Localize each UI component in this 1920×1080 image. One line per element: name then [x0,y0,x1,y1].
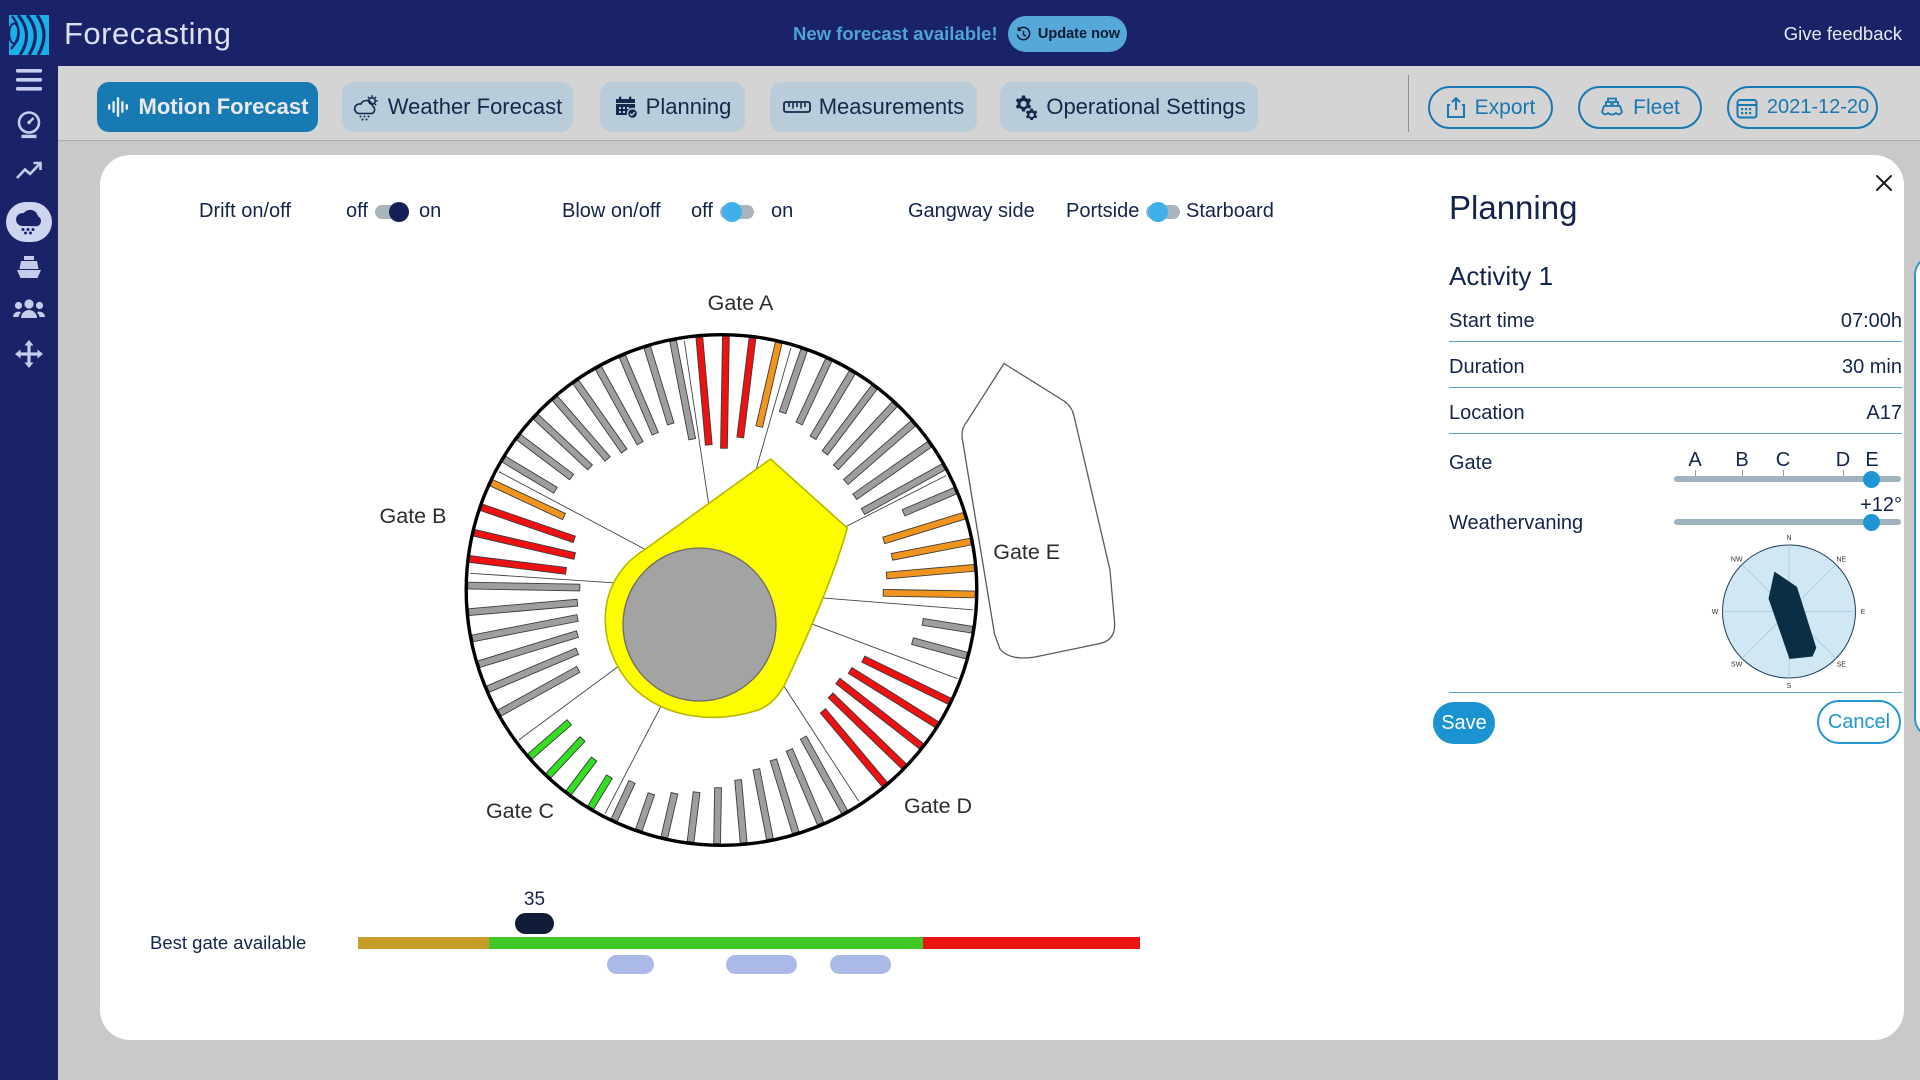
svg-text:S: S [1787,683,1792,690]
svg-text:Gate B: Gate B [380,504,447,528]
svg-text:N: N [1786,535,1791,542]
svg-text:NE: NE [1836,557,1846,564]
svg-text:NW: NW [1731,557,1743,564]
svg-text:SE: SE [1837,661,1847,668]
svg-text:E: E [1861,609,1866,616]
svg-text:SW: SW [1731,661,1743,668]
svg-text:Gate D: Gate D [904,794,972,818]
svg-text:Gate A: Gate A [708,291,774,315]
svg-text:W: W [1712,609,1719,616]
svg-text:Gate C: Gate C [486,799,554,823]
svg-text:Gate E: Gate E [993,540,1060,564]
